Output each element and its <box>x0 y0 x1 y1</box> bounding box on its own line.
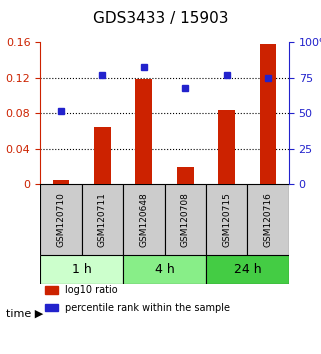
FancyBboxPatch shape <box>82 184 123 256</box>
Bar <box>53 180 69 184</box>
FancyBboxPatch shape <box>165 184 206 256</box>
Text: 24 h: 24 h <box>234 263 261 276</box>
Text: GSM120708: GSM120708 <box>181 193 190 247</box>
Text: percentile rank within the sample: percentile rank within the sample <box>65 303 230 313</box>
Text: 1 h: 1 h <box>72 263 91 276</box>
Bar <box>218 110 235 184</box>
Text: GSM120710: GSM120710 <box>56 193 65 247</box>
FancyBboxPatch shape <box>206 256 289 284</box>
Bar <box>45 303 57 311</box>
FancyBboxPatch shape <box>123 256 206 284</box>
Bar <box>177 167 194 184</box>
FancyBboxPatch shape <box>40 256 123 284</box>
Text: log10 ratio: log10 ratio <box>65 285 117 295</box>
FancyBboxPatch shape <box>206 184 247 256</box>
Text: GSM120715: GSM120715 <box>222 193 231 247</box>
Text: GSM120716: GSM120716 <box>264 193 273 247</box>
Bar <box>94 127 111 184</box>
Bar <box>135 79 152 184</box>
Text: 4 h: 4 h <box>155 263 174 276</box>
Text: GSM120648: GSM120648 <box>139 193 148 247</box>
Bar <box>45 286 57 294</box>
FancyBboxPatch shape <box>247 184 289 256</box>
Text: time ▶: time ▶ <box>6 308 44 318</box>
Text: GSM120711: GSM120711 <box>98 193 107 247</box>
FancyBboxPatch shape <box>40 184 82 256</box>
FancyBboxPatch shape <box>123 184 165 256</box>
Bar <box>260 44 276 184</box>
Text: GDS3433 / 15903: GDS3433 / 15903 <box>93 11 228 25</box>
